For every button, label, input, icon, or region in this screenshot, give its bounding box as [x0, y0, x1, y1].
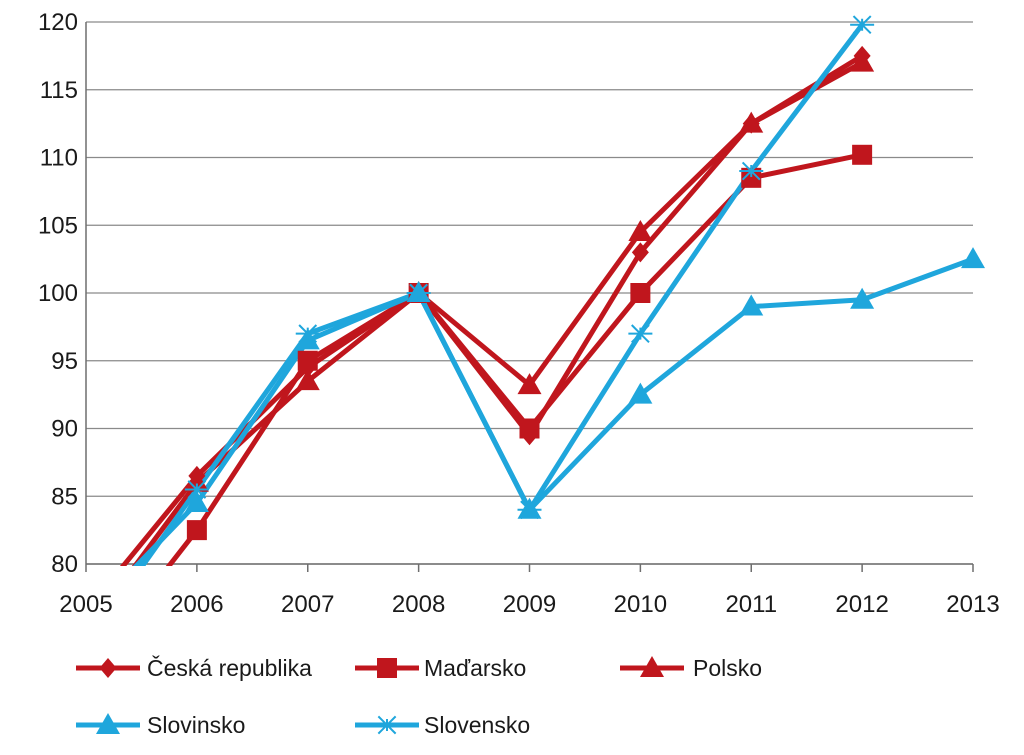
series-line-2 — [131, 60, 865, 566]
series-1-point-2011 — [741, 167, 762, 188]
y-tick-label-85: 85 — [51, 483, 78, 510]
legend-marker-0 — [99, 658, 117, 678]
legend-marker-2 — [640, 656, 664, 677]
series-2-point-2011 — [739, 111, 764, 133]
x-tick-label-2006: 2006 — [170, 591, 223, 618]
legend-label-4: Slovensko — [424, 712, 530, 738]
legend-label-2: Polsko — [693, 655, 762, 681]
x-tick-label-2005: 2005 — [59, 591, 112, 618]
series-4-point-2007 — [295, 324, 320, 343]
x-tick-label-2009: 2009 — [503, 591, 556, 618]
series-4-point-2008 — [406, 283, 431, 303]
series-layer — [119, 22, 976, 566]
y-tick-label-120: 120 — [38, 9, 78, 36]
legend-item-1: Maďarsko — [355, 655, 526, 681]
series-3-point-2010 — [628, 382, 653, 404]
series-3-point-2013 — [961, 247, 985, 269]
legend-label-3: Slovinsko — [147, 712, 245, 738]
legend-label-0: Česká republika — [147, 654, 312, 681]
legend-marker-4 — [375, 715, 399, 735]
x-tick-label-2007: 2007 — [281, 591, 334, 618]
series-0-point-2010 — [631, 242, 649, 263]
series-1-point-2006 — [186, 520, 207, 541]
legend-item-4: Slovensko — [355, 712, 530, 738]
legend: Česká republika Maďarsko Polsko Slovinsko Sl… — [76, 654, 762, 738]
y-tick-label-100: 100 — [38, 280, 78, 307]
axes — [85, 22, 974, 572]
series-4-point-2010 — [628, 324, 653, 343]
y-tick-label-110: 110 — [40, 145, 78, 172]
series-4-point-2009 — [517, 500, 542, 520]
marker-layer — [184, 15, 985, 541]
series-4-point-2011 — [739, 161, 764, 181]
legend-label-1: Maďarsko — [424, 655, 526, 681]
tick-labels: 80 85 90 95 100 105 110 115 120 2005 2006 2007 2008 2… — [38, 9, 1000, 618]
x-tick-label-2012: 2012 — [835, 591, 888, 618]
y-tick-label-80: 80 — [51, 551, 78, 578]
series-2-point-2010 — [628, 220, 653, 242]
series-line-4 — [139, 22, 865, 566]
legend-item-2: Polsko — [620, 655, 762, 681]
series-3-point-2012 — [850, 287, 875, 309]
y-tick-label-105: 105 — [38, 212, 78, 239]
y-tick-label-90: 90 — [51, 416, 78, 443]
series-2-point-2006 — [184, 470, 209, 492]
series-1-point-2012 — [852, 144, 873, 165]
x-tick-label-2013: 2013 — [946, 591, 999, 618]
legend-item-3: Slovinsko — [76, 712, 245, 738]
x-tick-label-2011: 2011 — [725, 591, 777, 618]
legend-marker-1 — [377, 658, 397, 678]
series-2-point-2012 — [850, 50, 875, 72]
series-2-point-2009 — [517, 373, 542, 395]
grid-lines — [86, 21, 973, 565]
series-3-point-2006 — [184, 491, 209, 513]
y-tick-label-95: 95 — [51, 348, 78, 375]
legend-marker-3 — [96, 713, 120, 734]
legend-item-0: Česká republika — [76, 654, 312, 681]
series-2-point-2007 — [295, 369, 320, 391]
x-tick-label-2010: 2010 — [614, 591, 667, 618]
series-3-point-2011 — [739, 294, 764, 316]
y-tick-label-115: 115 — [40, 77, 78, 104]
series-1-point-2009 — [519, 418, 540, 439]
series-4-point-2012 — [850, 15, 875, 35]
x-tick-label-2008: 2008 — [392, 591, 445, 618]
series-4-point-2006 — [184, 480, 209, 499]
series-1-point-2007 — [297, 350, 318, 371]
series-1-point-2010 — [630, 283, 651, 303]
